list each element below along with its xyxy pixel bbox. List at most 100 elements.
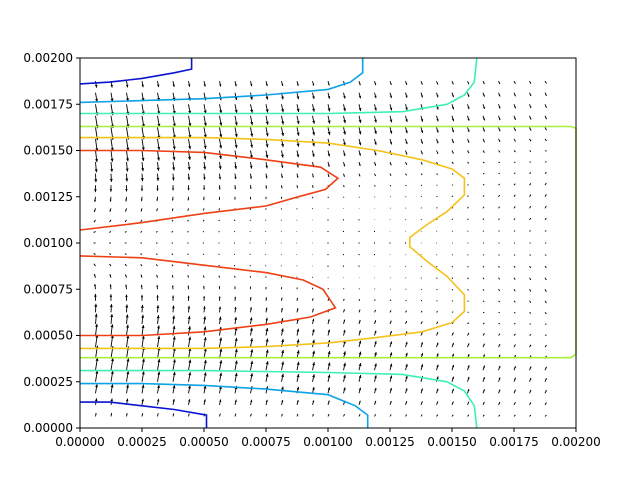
- vector-arrow: [544, 194, 547, 197]
- vector-arrow: [374, 309, 376, 313]
- vector-arrow: [250, 360, 254, 371]
- vector-arrow: [451, 218, 454, 221]
- vector-arrow: [498, 218, 500, 221]
- vector-arrow: [482, 161, 485, 164]
- vector-arrow: [544, 414, 547, 417]
- vector-arrow: [544, 334, 547, 336]
- vector-arrow: [374, 400, 377, 406]
- y-tick-label: 0.00150: [23, 144, 73, 158]
- vector-arrow: [467, 322, 470, 325]
- vector-arrow: [203, 127, 207, 138]
- vector-arrow: [187, 264, 189, 267]
- vector-arrow: [544, 161, 547, 163]
- vector-arrow: [312, 150, 315, 157]
- vector-arrow: [296, 104, 300, 113]
- x-tick-label: 0.00150: [427, 435, 477, 449]
- vector-arrow: [327, 127, 331, 136]
- vector-arrow: [172, 104, 176, 115]
- vector-arrow: [343, 150, 346, 157]
- vector-arrow: [544, 182, 547, 186]
- vector-arrow: [389, 138, 393, 145]
- vector-arrow: [327, 253, 329, 256]
- vector-arrow: [343, 362, 347, 371]
- vector-arrow: [482, 183, 485, 186]
- vector-arrow: [172, 162, 176, 171]
- vector-arrow: [420, 310, 423, 313]
- vector-arrow: [234, 196, 236, 200]
- vector-arrow: [281, 185, 283, 189]
- vector-arrow: [451, 414, 454, 417]
- vector-arrow: [467, 80, 470, 85]
- vector-arrow: [529, 312, 532, 314]
- vector-arrow: [436, 342, 439, 348]
- vector-arrow: [234, 127, 238, 138]
- vector-arrow: [358, 330, 361, 336]
- vector-arrow: [513, 389, 516, 394]
- vector-arrow: [482, 173, 485, 175]
- vector-arrow: [451, 80, 454, 85]
- vector-arrow: [358, 340, 362, 348]
- vector-arrow: [219, 127, 223, 138]
- vector-arrow: [451, 332, 454, 336]
- vector-arrow: [374, 115, 377, 123]
- vector-arrow: [281, 104, 285, 113]
- contour-line: [80, 401, 208, 428]
- vector-arrow: [513, 115, 516, 120]
- vector-arrow: [281, 81, 284, 87]
- vector-arrow: [420, 173, 423, 176]
- vector-arrow: [358, 196, 360, 198]
- vector-arrow: [296, 373, 300, 382]
- vector-arrow: [467, 127, 470, 133]
- vector-arrow: [109, 294, 113, 301]
- vector-arrow: [436, 414, 439, 417]
- vector-arrow: [544, 277, 547, 281]
- vector-arrow: [358, 299, 361, 302]
- vector-arrow: [296, 339, 300, 348]
- vector-arrow: [420, 207, 422, 209]
- vector-arrow: [389, 104, 393, 111]
- contour-line: [79, 58, 193, 85]
- vector-arrow: [467, 218, 469, 221]
- vector-arrow: [467, 277, 469, 280]
- vector-arrow: [281, 287, 283, 290]
- x-tick-label: 0.00075: [241, 435, 291, 449]
- vector-arrow: [358, 115, 362, 124]
- vector-arrow: [498, 414, 501, 417]
- vector-arrow: [172, 185, 175, 191]
- vector-arrow: [498, 265, 500, 268]
- x-axis: 0.00000 0.00025 0.00050 0.00075 0.00100 0.001…: [55, 428, 601, 449]
- vector-arrow: [296, 138, 300, 147]
- vector-arrow: [343, 319, 346, 325]
- vector-arrow: [234, 286, 236, 290]
- vector-arrow: [171, 242, 173, 244]
- vector-arrow: [498, 92, 501, 97]
- vector-arrow: [187, 196, 190, 201]
- vector-arrow: [389, 310, 392, 313]
- vector-arrow: [156, 274, 158, 278]
- vector-arrow: [544, 217, 547, 221]
- vector-arrow: [389, 387, 392, 394]
- vector-arrow: [95, 92, 99, 102]
- vector-arrow: [467, 230, 469, 232]
- vector-arrow: [389, 115, 393, 123]
- vector-arrow: [529, 205, 532, 209]
- vector-arrow: [94, 185, 97, 193]
- vector-arrow: [109, 242, 111, 244]
- vector-arrow: [513, 344, 516, 348]
- vector-arrow: [529, 217, 532, 221]
- vector-arrow: [544, 254, 547, 256]
- vector-arrow: [374, 341, 377, 348]
- vector-arrow: [467, 184, 469, 186]
- vector-arrow: [529, 289, 532, 292]
- vector-arrow: [529, 92, 532, 97]
- vector-arrow: [125, 304, 129, 313]
- vector-arrow: [265, 196, 267, 200]
- vector-arrow: [234, 161, 238, 170]
- vector-arrow: [529, 254, 531, 256]
- vector-arrow: [405, 363, 408, 371]
- vector-arrow: [265, 208, 267, 210]
- vector-arrow: [156, 295, 159, 301]
- vector-arrow: [343, 374, 346, 382]
- vector-arrow: [218, 316, 222, 325]
- vector-arrow: [188, 372, 192, 382]
